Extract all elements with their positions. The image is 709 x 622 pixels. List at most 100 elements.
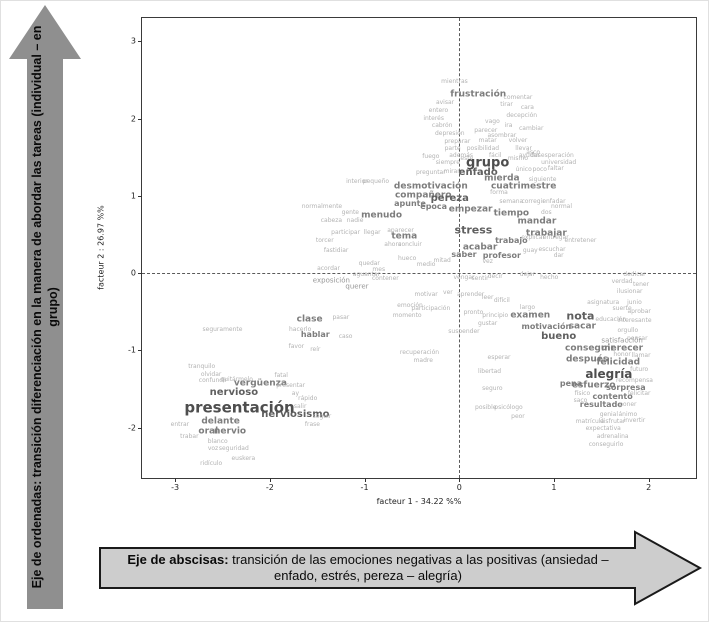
word-label: leer [481, 293, 494, 301]
word-label: pena [559, 378, 583, 388]
word-label: vergüenza [233, 378, 287, 389]
word-label: dos [541, 208, 552, 216]
word-label: avisar [435, 99, 455, 107]
word-label: motivar [414, 290, 438, 298]
word-label: fácil [489, 152, 502, 160]
word-label: desmotivación [393, 181, 468, 192]
word-label: hablar [300, 329, 330, 339]
word-label: ánimo [618, 410, 638, 418]
word-label: futuro [630, 365, 649, 373]
word-label: caso [338, 333, 353, 341]
reference-line-horizontal [142, 273, 696, 275]
word-label: resultado [579, 400, 623, 410]
word-label: posible [475, 404, 497, 412]
word-label: tranquilo [188, 363, 216, 371]
word-label: seguridad [218, 445, 249, 453]
word-label: alegría [585, 366, 633, 381]
y-arrow-caption-prefix: Eje de ordenadas: [29, 480, 44, 589]
word-label: además [449, 152, 474, 160]
word-label: ira [504, 122, 513, 130]
word-label: depresión [434, 129, 465, 137]
y-tick-mark [138, 427, 142, 429]
plot-area: -3 -2 -1 0 1 2 -2 -1 0 1 2 3 mientras frustración avis… [128, 17, 697, 492]
y-arrow-caption-text: transición diferenciación en la manera d… [29, 25, 61, 481]
word-label: hacerlo [289, 325, 312, 333]
word-label: apunte [394, 198, 426, 208]
word-label: difícil [493, 296, 510, 304]
word-label: asombrar [487, 131, 517, 139]
word-label: llegar [363, 228, 381, 236]
y-tick-label: -1 [128, 345, 136, 355]
word-label: vez [482, 258, 493, 266]
word-label: saber [451, 249, 477, 259]
word-label: querer [345, 282, 369, 291]
x-tick-label: -1 [360, 483, 369, 492]
word-label: gente [341, 208, 360, 216]
word-label: invertir [623, 416, 646, 424]
word-label: mierda [484, 173, 520, 184]
word-label: rápido [298, 395, 318, 403]
word-label: mandar [517, 216, 557, 227]
word-label: poco [532, 166, 547, 174]
word-label: empezar [448, 204, 493, 215]
word-label: mientras [441, 78, 468, 86]
word-label: tirar [500, 101, 513, 109]
word-label: ayudar [518, 152, 540, 160]
word-label: mes [372, 266, 386, 274]
x-tick-label: -2 [265, 483, 274, 492]
word-label: quitármelo [220, 375, 253, 383]
word-label: mitad [433, 256, 451, 264]
word-label: sacar [568, 321, 596, 332]
word-label: vengar [453, 273, 475, 281]
word-label: entretener [564, 236, 597, 244]
word-label: quedar [358, 259, 380, 267]
word-label: bueno [541, 331, 577, 343]
word-label: momento [392, 312, 422, 320]
word-label: siguiente [528, 176, 557, 184]
word-label: examen [510, 310, 551, 321]
word-label: después [565, 354, 609, 365]
word-label: explicar [521, 234, 545, 242]
word-label: pereza [430, 192, 469, 204]
word-label: mismo [507, 155, 529, 163]
word-label: medio [416, 261, 436, 269]
word-label: trabar [180, 433, 199, 441]
y-tick-label: -2 [128, 423, 136, 433]
word-label: normal [551, 202, 573, 210]
word-label: felicidad [596, 357, 641, 368]
word-label: exposición [312, 276, 350, 285]
word-label: frase [304, 421, 320, 429]
y-tick-mark [138, 41, 142, 43]
x-arrow-caption: Eje de abscisas: transición de las emoci… [118, 549, 618, 587]
word-label: expectativa [585, 425, 621, 433]
word-label: normalmente [301, 203, 343, 211]
word-label: época [420, 201, 448, 211]
word-label: poner [619, 401, 637, 409]
word-label: educación [595, 315, 627, 323]
x-tick-mark [648, 478, 650, 482]
word-label: tiempo [493, 208, 530, 219]
word-label: dar [553, 252, 564, 260]
y-arrow-caption: Eje de ordenadas: transición diferenciac… [9, 12, 81, 602]
x-tick-mark [364, 478, 366, 482]
word-label: clase [296, 314, 323, 324]
word-label: disfrutar [599, 418, 626, 426]
word-label: salir [293, 402, 307, 410]
word-label: peor [511, 412, 525, 420]
word-label: esfuerzo [571, 380, 616, 391]
x-tick-mark [553, 478, 555, 482]
word-label: único [515, 166, 532, 174]
word-label: preparar [444, 137, 471, 145]
x-tick-label: -3 [171, 483, 180, 492]
word-label: dedicar [623, 271, 646, 279]
word-label: aprobar [627, 307, 651, 315]
word-label: reír [310, 346, 321, 354]
word-label: nervio [214, 426, 247, 437]
word-label: conseguir [565, 343, 615, 354]
word-label: cuatrimestre [490, 181, 557, 192]
word-label: pasar [332, 313, 350, 321]
word-label: participar [331, 228, 361, 236]
word-label: fuego [422, 153, 440, 161]
word-label: posibilidad [466, 144, 500, 152]
